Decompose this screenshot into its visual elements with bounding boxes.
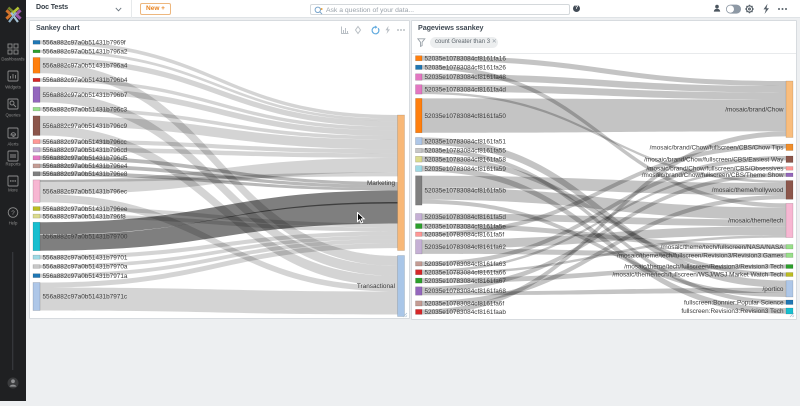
svg-text:Widgets: Widgets — [5, 85, 21, 90]
svg-text:556a882c97a0b51431b796ee: 556a882c97a0b51431b796ee — [43, 206, 128, 213]
svg-text:/mosaic/theme/tech/fullscreen/: /mosaic/theme/tech/fullscreen/NASA/NASA — [661, 244, 785, 251]
svg-text:Transactional: Transactional — [357, 283, 395, 290]
svg-text:556a882c97a0b51431b796c3: 556a882c97a0b51431b796c3 — [43, 106, 128, 113]
svg-text:Queries: Queries — [5, 113, 20, 118]
svg-text:More: More — [8, 188, 18, 193]
svg-text:52035e10783084cf8161faab: 52035e10783084cf8161faab — [425, 309, 507, 316]
svg-text:52035e10783084cf8161fa68: 52035e10783084cf8161fa68 — [425, 288, 507, 295]
svg-text:/mosaic/brand/Chow/fullscreen/: /mosaic/brand/Chow/fullscreen/CBS/Obsess… — [646, 166, 783, 173]
svg-text:52035e10783084cf8161fa5b: 52035e10783084cf8161fa5b — [425, 188, 507, 195]
svg-text:Marketing: Marketing — [367, 180, 396, 187]
svg-text:/mosaic/theme/hollywood: /mosaic/theme/hollywood — [712, 187, 784, 194]
svg-text:52035e10783084cf8161fa16: 52035e10783084cf8161fa16 — [425, 56, 507, 63]
svg-text:Alerts: Alerts — [8, 142, 19, 147]
svg-text:/mosaic/theme/tech/fullscreen/: /mosaic/theme/tech/fullscreen/WSJ/WSJ Ma… — [612, 272, 784, 279]
svg-text:556a882c97a0b51431b7969f: 556a882c97a0b51431b7969f — [43, 40, 126, 47]
svg-text:52035e10783084cf8161fa50: 52035e10783084cf8161fa50 — [425, 113, 507, 120]
svg-text:?: ? — [11, 210, 15, 217]
svg-text:52035e10783084cf8161fa5e: 52035e10783084cf8161fa5e — [425, 223, 507, 230]
svg-text:52035e10783084cf8161fa51: 52035e10783084cf8161fa51 — [425, 138, 507, 145]
svg-text:556a882c97a0b51431b796e4: 556a882c97a0b51431b796e4 — [43, 163, 128, 170]
svg-text:52035e10783084cf8161fa67: 52035e10783084cf8161fa67 — [425, 278, 507, 285]
svg-text:556a882c97a0b51431b79701: 556a882c97a0b51431b79701 — [43, 254, 128, 261]
svg-text:556a882c97a0b51431b796e8: 556a882c97a0b51431b796e8 — [43, 171, 128, 178]
svg-text:52035e10783084cf8161fa5d: 52035e10783084cf8161fa5d — [425, 214, 507, 221]
svg-text:52035e10783084cf8161fa58: 52035e10783084cf8161fa58 — [425, 156, 507, 163]
svg-text:556a882c97a0b51431b7970a: 556a882c97a0b51431b7970a — [43, 264, 128, 271]
svg-text:556a882c97a0b51431b796a4: 556a882c97a0b51431b796a4 — [43, 63, 128, 70]
svg-text:52035e10783084cf8161fa59: 52035e10783084cf8161fa59 — [425, 166, 507, 173]
svg-text:52035e10783084cf8161fa48: 52035e10783084cf8161fa48 — [425, 74, 507, 81]
svg-text:/portico: /portico — [763, 286, 784, 293]
svg-text:52035e10783084cf8161fa63: 52035e10783084cf8161fa63 — [425, 261, 507, 268]
svg-text:/mosaic/theme/tech/fullscreen/: /mosaic/theme/tech/fullscreen/Revision3/… — [617, 252, 784, 259]
svg-text:52035e10783084cf8161fa5f: 52035e10783084cf8161fa5f — [425, 231, 505, 238]
svg-text:Dashboards: Dashboards — [1, 57, 24, 62]
svg-text:/mosaic/brand/Chow/fullscreen/: /mosaic/brand/Chow/fullscreen/CBS/Chow T… — [650, 144, 784, 151]
svg-text:556a882c97a0b51431b796a2: 556a882c97a0b51431b796a2 — [43, 49, 128, 56]
svg-text:52035e10783084cf8161fa4d: 52035e10783084cf8161fa4d — [425, 87, 507, 94]
svg-text:/mosaic/theme/tech/fullscreen/: /mosaic/theme/tech/fullscreen/Revision3/… — [624, 264, 784, 271]
svg-text:fullscreen:Bonnier:Popular Sci: fullscreen:Bonnier:Popular Science — [684, 299, 784, 306]
svg-text:/mosaic/brand/Chow/fullscreen/: /mosaic/brand/Chow/fullscreen/CBS/Theme … — [642, 172, 784, 179]
svg-text:52035e10783084cf8161fa6f: 52035e10783084cf8161fa6f — [425, 301, 505, 308]
svg-text:556a882c97a0b51431b796d5: 556a882c97a0b51431b796d5 — [43, 155, 128, 162]
svg-text:52035e10783084cf8161fa26: 52035e10783084cf8161fa26 — [425, 65, 507, 72]
svg-text:556a882c97a0b51431b796b4: 556a882c97a0b51431b796b4 — [43, 77, 128, 84]
svg-text:/mosaic/brand/Chow: /mosaic/brand/Chow — [725, 107, 784, 114]
svg-text:556a882c97a0b51431b796b7: 556a882c97a0b51431b796b7 — [43, 92, 128, 99]
svg-text:556a882c97a0b51431b796cd: 556a882c97a0b51431b796cd — [43, 147, 128, 154]
svg-text:52035e10783084cf8161fa55: 52035e10783084cf8161fa55 — [425, 148, 507, 155]
svg-text:556a882c97a0b51431b7971a: 556a882c97a0b51431b7971a — [43, 273, 128, 280]
svg-text:/mosaic/brand/Chow/fullscreen/: /mosaic/brand/Chow/fullscreen/CBS/Easies… — [644, 156, 784, 163]
svg-text:556a882c97a0b51431b796cc: 556a882c97a0b51431b796cc — [43, 139, 128, 146]
svg-text:52035e10783084cf8161fa66: 52035e10783084cf8161fa66 — [425, 269, 507, 276]
svg-text:52035e10783084cf8161fa62: 52035e10783084cf8161fa62 — [425, 244, 507, 251]
svg-text:556a882c97a0b51431b796f8: 556a882c97a0b51431b796f8 — [43, 213, 127, 220]
svg-text:556a882c97a0b51431b79700: 556a882c97a0b51431b79700 — [43, 234, 128, 241]
svg-text:556a882c97a0b51431b796ec: 556a882c97a0b51431b796ec — [43, 188, 128, 195]
svg-text:556a882c97a0b51431b796c9: 556a882c97a0b51431b796c9 — [43, 123, 128, 130]
svg-text:Reports: Reports — [5, 162, 20, 167]
svg-text:Help: Help — [9, 221, 18, 226]
svg-text:fullscreen:Revision3:Revision3: fullscreen:Revision3:Revision3 Tech — [681, 308, 784, 315]
svg-text:/mosaic/theme/tech: /mosaic/theme/tech — [728, 218, 784, 225]
svg-text:556a882c97a0b51431b7971c: 556a882c97a0b51431b7971c — [43, 294, 128, 301]
